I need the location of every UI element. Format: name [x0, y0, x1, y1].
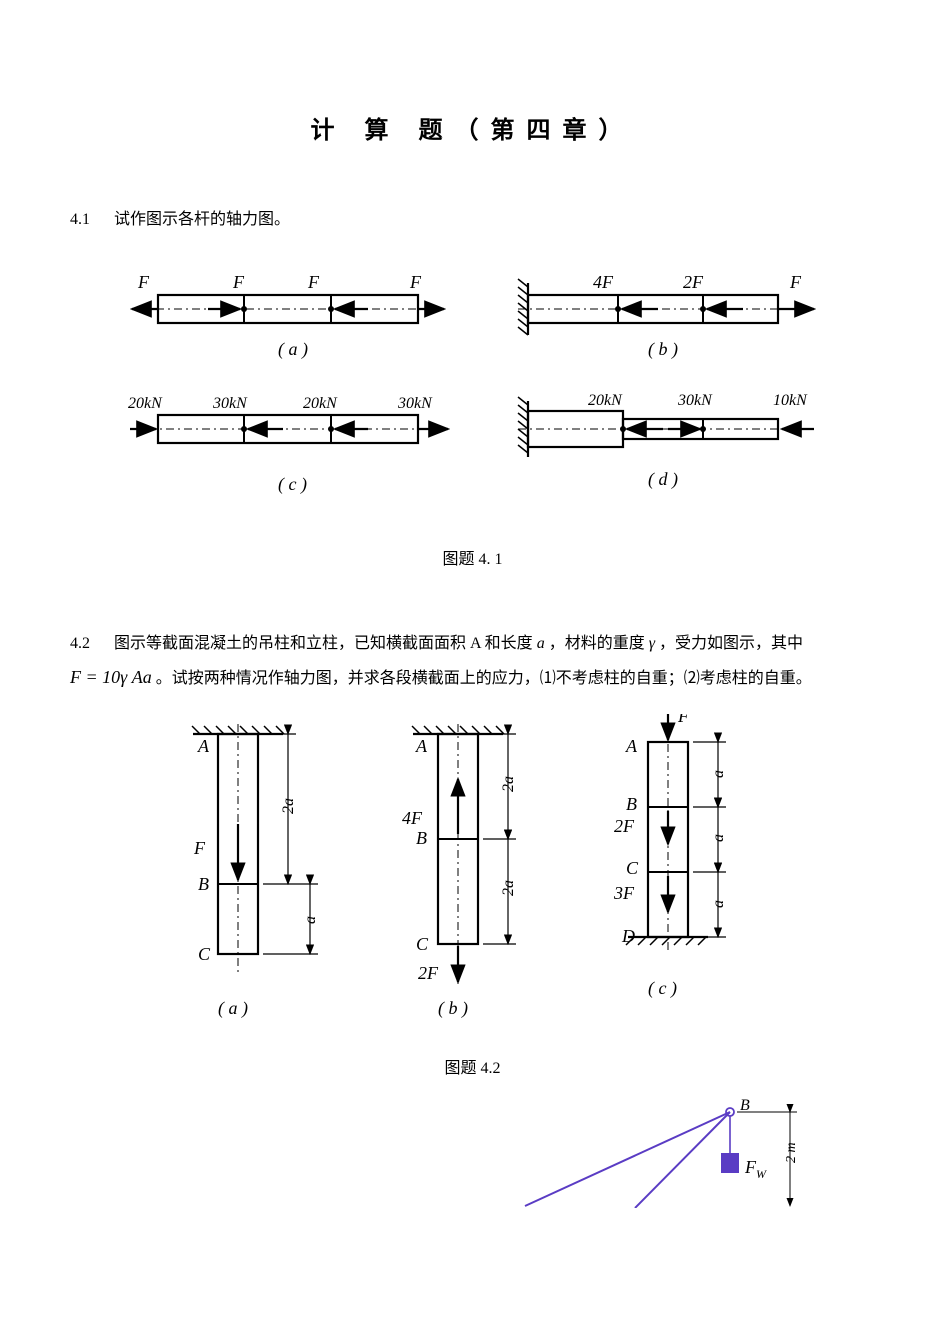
fig-4-2-a: A B C F 2a a ( a ): [192, 724, 319, 1019]
figure-4-1: F F F F ( a ): [70, 255, 875, 525]
force-label: 20kN: [303, 395, 338, 412]
figure-4-1-caption: 图题 4. 1: [70, 545, 875, 569]
figure-4-2: A B C F 2a a ( a ): [70, 714, 875, 1034]
fig-4-1-d: 20kN 30kN 10kN ( d ): [518, 392, 818, 490]
point-label: A: [197, 736, 210, 756]
point-label: D: [621, 926, 635, 946]
dim-label: 2 m: [784, 1143, 799, 1164]
force-label: 10kN: [773, 392, 808, 409]
point-label: C: [416, 934, 429, 954]
force-label: FW: [744, 1157, 767, 1181]
force-label: 3F: [613, 883, 635, 903]
force-label: F: [409, 272, 422, 292]
formula: F = 10γ Aa: [70, 667, 152, 687]
force-label: 20kN: [588, 392, 623, 409]
force-label: 2F: [418, 963, 439, 983]
dim-label: a: [710, 900, 727, 908]
dim-label: a: [710, 834, 727, 842]
force-label: F: [193, 838, 206, 858]
problem-text-3: ，受力如图示，其中: [659, 635, 803, 652]
page-title: 计 算 题（第四章）: [70, 110, 875, 145]
dim-label: 2a: [500, 880, 517, 896]
figure-4-3-svg: B FW 2 m: [515, 1098, 845, 1208]
dim-label: a: [302, 916, 319, 924]
force-label: F: [789, 272, 802, 292]
problem-4-2: 4.2 图示等截面混凝土的吊柱和立柱，已知横截面面积 A 和长度 a ，材料的重…: [70, 629, 875, 694]
point-label: B: [198, 874, 209, 894]
problem-number: 4.2: [70, 629, 110, 659]
force-label: 30kN: [212, 395, 248, 412]
figure-4-2-svg: A B C F 2a a ( a ): [148, 714, 798, 1034]
force-label: 2F: [683, 272, 704, 292]
force-label: F: [307, 272, 320, 292]
subfig-label: ( b ): [438, 998, 468, 1019]
problem-text-4: 。试按两种情况作轴力图，并求各段横截面上的应力，⑴不考虑柱的自重；⑵考虑柱的自重…: [156, 670, 812, 687]
force-label: 4F: [402, 808, 423, 828]
symbol-gamma: γ: [649, 635, 655, 652]
force-label: 4F: [593, 272, 614, 292]
force-label: 30kN: [397, 395, 433, 412]
point-label: A: [625, 736, 638, 756]
figure-4-1-svg: F F F F ( a ): [118, 255, 828, 525]
subfig-label: ( c ): [278, 474, 307, 495]
fig-4-1-c: 20kN 30kN 20kN 30kN ( c ): [128, 395, 448, 495]
problem-number: 4.1: [70, 205, 110, 235]
subfig-label: ( a ): [278, 339, 308, 360]
figure-4-2-caption: 图题 4.2: [70, 1054, 875, 1078]
subfig-label: ( a ): [218, 998, 248, 1019]
point-label: B: [416, 828, 427, 848]
force-label: F: [137, 272, 150, 292]
subfig-label: ( c ): [648, 978, 677, 999]
subfig-label: ( d ): [648, 469, 678, 490]
problem-text-1: 图示等截面混凝土的吊柱和立柱，已知横截面面积 A 和长度: [114, 635, 533, 652]
figure-4-3-partial: B FW 2 m: [70, 1098, 875, 1208]
dim-label: 2a: [280, 798, 297, 814]
problem-4-1: 4.1 试作图示各杆的轴力图。: [70, 205, 875, 235]
dim-label: a: [710, 770, 727, 778]
fig-4-1-b: 4F 2F F ( b ): [518, 272, 818, 360]
force-label: 2F: [614, 816, 635, 836]
point-label: B: [626, 794, 637, 814]
subfig-label: ( b ): [648, 339, 678, 360]
problem-text-2: ，材料的重度: [549, 635, 645, 652]
force-label: F: [232, 272, 245, 292]
problem-text: 试作图示各杆的轴力图。: [114, 211, 290, 228]
force-label: 30kN: [677, 392, 713, 409]
page: 计 算 题（第四章） 4.1 试作图示各杆的轴力图。: [0, 0, 945, 1248]
fig-4-2-c: F A B C D 2F: [613, 714, 727, 999]
point-label: C: [198, 944, 211, 964]
fig-4-1-a: F F F F ( a ): [132, 272, 444, 360]
point-label: A: [415, 736, 428, 756]
force-label: 20kN: [128, 395, 163, 412]
symbol-a: a: [537, 635, 545, 652]
force-label: F: [677, 714, 690, 726]
point-label: C: [626, 858, 639, 878]
dim-label: 2a: [500, 776, 517, 792]
fig-4-2-b: A B C 4F 2F 2a 2a ( b ): [402, 724, 517, 1019]
